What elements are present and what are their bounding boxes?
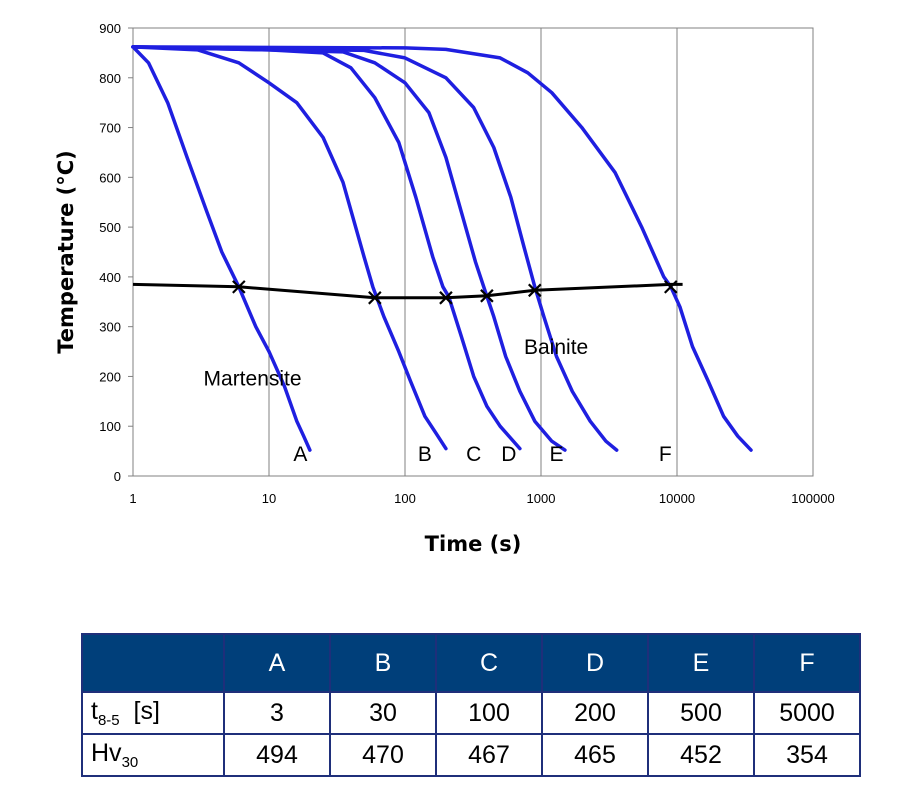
y-tick-label: 900: [99, 21, 121, 36]
transition-marker: [439, 291, 453, 305]
grid-lines: [128, 27, 814, 477]
transition-marker: [527, 283, 542, 298]
y-tick-label: 800: [99, 71, 121, 86]
row-header-unit: [s]: [119, 697, 160, 725]
y-tick-label: 200: [99, 369, 121, 384]
x-tick-label: 10: [262, 491, 276, 506]
y-tick-label: 400: [99, 270, 121, 285]
y-axis-title: Temperature (°C): [54, 150, 78, 353]
transition-marker: [480, 289, 494, 303]
table-body: t8-5 [s] 3 30 100 200 500 5000 Hv30 494 470 467 465…: [81, 691, 861, 777]
region-label-bainite: Bainite: [524, 336, 588, 359]
curve-label-f: F: [659, 443, 672, 466]
y-tick-label: 600: [99, 170, 121, 185]
y-tick-label: 0: [114, 469, 121, 484]
table-cell: 500: [647, 691, 755, 735]
curve-label-b: B: [418, 443, 432, 466]
table-cell: 3: [223, 691, 331, 735]
row-header-subscript: 30: [121, 754, 139, 771]
curve-label-c: C: [466, 443, 481, 466]
row-header-subscript: 8-5: [97, 712, 120, 729]
table-cell: 452: [647, 733, 755, 777]
y-tick-label: 700: [99, 121, 121, 136]
x-tick-label: 1000: [527, 491, 556, 506]
table-corner-cell: [81, 633, 225, 693]
table-cell: 465: [541, 733, 649, 777]
curve-label-e: E: [549, 443, 563, 466]
x-tick-label: 100: [394, 491, 416, 506]
cooling-curve-d: [131, 45, 567, 452]
table-header-e: E: [647, 633, 755, 693]
table-cell: 5000: [753, 691, 861, 735]
table-cell: 467: [435, 733, 543, 777]
table-header-d: D: [541, 633, 649, 693]
x-axis-title: Time (s): [425, 532, 522, 556]
region-label-martensite: Martensite: [204, 367, 302, 390]
cooling-curve-e: [131, 45, 619, 452]
y-tick-label: 500: [99, 220, 121, 235]
cooling-curve-f: [131, 45, 753, 452]
transition-marker: [368, 291, 382, 305]
cooling-curve-b: [131, 45, 448, 451]
transition-marker: [663, 280, 678, 294]
table-cell: 494: [223, 733, 331, 777]
x-tick-label: 10000: [659, 491, 695, 506]
table-cell: 100: [435, 691, 543, 735]
x-tick-label: 100000: [791, 491, 834, 506]
y-tick-label: 300: [99, 320, 121, 335]
cooling-curves: [131, 45, 753, 452]
table-cell: 200: [541, 691, 649, 735]
y-tick-label: 100: [99, 419, 121, 434]
table-header-c: C: [435, 633, 543, 693]
x-tick-labels: 1 10 100 1000 10000 100000: [129, 491, 834, 506]
curve-label-d: D: [501, 443, 516, 466]
table-header-f: F: [753, 633, 861, 693]
x-tick-label: 1: [129, 491, 136, 506]
transition-line: [132, 282, 683, 300]
annotations: Martensite Bainite: [204, 336, 589, 390]
table-header-a: A: [223, 633, 331, 693]
curve-label-a: A: [293, 443, 307, 466]
row-header: Hv30: [81, 733, 225, 777]
table-cell: 470: [329, 733, 437, 777]
table-row: t8-5 [s] 3 30 100 200 500 5000: [81, 691, 861, 735]
transition-marker: [232, 280, 246, 294]
row-header-main: Hv: [91, 739, 122, 767]
table-cell: 30: [329, 691, 437, 735]
table-header-b: B: [329, 633, 437, 693]
row-header: t8-5 [s]: [81, 691, 225, 735]
cooling-curve-c: [131, 45, 522, 451]
table-row: Hv30 494 470 467 465 452 354: [81, 733, 861, 777]
transition-line-group: [132, 280, 683, 305]
row-header-main: t: [91, 697, 98, 725]
y-tick-labels: 0 100 200 300 400 500 600 700 800 900: [99, 21, 121, 484]
table-cell: 354: [753, 733, 861, 777]
